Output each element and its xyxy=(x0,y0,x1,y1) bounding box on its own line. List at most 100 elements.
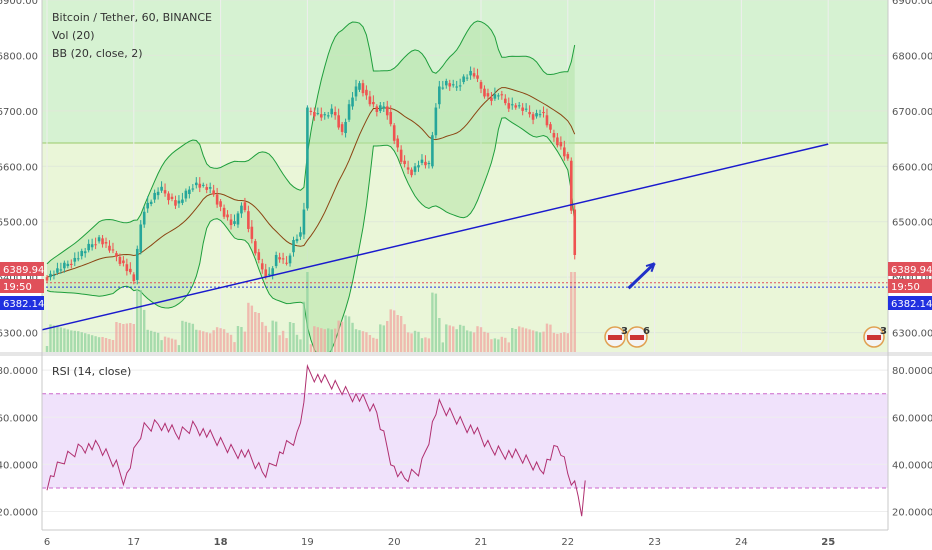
time-tick: 20 xyxy=(388,537,401,548)
volume-bar xyxy=(129,323,132,352)
candle-body xyxy=(49,273,52,278)
volume-bar xyxy=(202,331,205,352)
volume-bar xyxy=(170,338,174,352)
volume-bar xyxy=(372,337,375,352)
trendline-segment xyxy=(41,143,829,331)
price-lines xyxy=(42,282,888,288)
volume-bar xyxy=(122,324,125,352)
candle-body xyxy=(542,111,545,114)
candle-body xyxy=(97,237,101,242)
volume-bar xyxy=(149,330,153,352)
volume-bar xyxy=(191,323,195,352)
volume-bar xyxy=(524,328,528,352)
candle-body xyxy=(139,224,143,253)
candle-body xyxy=(250,226,254,239)
volume-bar xyxy=(143,309,146,352)
volume-bar xyxy=(261,322,264,352)
candle-body xyxy=(375,106,379,112)
volume-bar xyxy=(174,339,177,352)
event-badges[interactable]: 3 6 3 xyxy=(604,326,887,348)
volume-bar xyxy=(340,321,344,352)
volume-bar xyxy=(118,323,122,352)
trendline[interactable] xyxy=(41,143,829,331)
volume-bar xyxy=(486,332,490,352)
candle-body xyxy=(313,111,316,117)
volume-bar xyxy=(549,324,552,352)
rsi-line xyxy=(46,363,586,517)
volume-bar xyxy=(490,339,493,352)
volume-bar xyxy=(90,335,94,352)
candle-body xyxy=(222,207,226,217)
candle-body xyxy=(181,199,184,203)
volume-bar xyxy=(323,329,326,352)
candle-body xyxy=(108,245,111,251)
candle-body xyxy=(87,243,90,251)
volume-bar xyxy=(563,332,566,352)
candle-body xyxy=(56,268,59,273)
rsi-label: RSI (14, close) xyxy=(52,365,131,378)
time-axis[interactable]: 6 17 18 19 20 21 22 23 24 25 xyxy=(44,537,835,548)
volume-bar xyxy=(354,329,358,352)
volume-bar xyxy=(438,318,441,352)
right-price-axis[interactable]: 6300.00 6400.00 6500.00 6600.00 6700.00 6800.… xyxy=(892,0,932,519)
volume-bar xyxy=(361,331,365,352)
left-price-tick: 6800.00 xyxy=(0,51,38,62)
volume-bars xyxy=(45,272,576,352)
flag-stripe xyxy=(867,335,881,340)
volume-bar xyxy=(545,323,549,352)
left-rsi-tick: 40.0000 xyxy=(0,460,38,471)
left-price-tick: 6500.00 xyxy=(0,218,38,229)
volume-bar xyxy=(292,323,295,352)
volume-bar xyxy=(386,321,389,352)
candle-body xyxy=(135,248,139,280)
volume-bar xyxy=(250,305,254,352)
candle-body xyxy=(403,160,406,165)
candle-body xyxy=(438,86,441,105)
candle-body xyxy=(483,88,486,97)
volume-bar xyxy=(389,309,392,352)
candle-body xyxy=(229,219,233,226)
candle-body xyxy=(118,256,122,264)
candle-body xyxy=(309,110,313,112)
candle-body xyxy=(524,108,528,110)
volume-bar xyxy=(233,342,236,352)
price-badge-text: 19:50 xyxy=(3,282,32,293)
candle-body xyxy=(201,184,205,186)
volume-bar xyxy=(535,331,538,352)
candle-body xyxy=(479,82,483,89)
volume-bar xyxy=(431,292,434,352)
candle-body xyxy=(111,249,115,251)
time-tick: 21 xyxy=(475,537,488,548)
volume-bar xyxy=(254,312,257,352)
volume-bar xyxy=(316,327,320,352)
volume-bar xyxy=(139,290,142,352)
candle-body xyxy=(76,258,80,260)
candle-body xyxy=(274,254,278,267)
volume-bar xyxy=(375,338,379,352)
time-tick: 19 xyxy=(301,537,314,548)
candle-body xyxy=(344,121,347,134)
candle-body xyxy=(129,268,132,273)
volume-bar xyxy=(73,330,76,352)
time-tick: 6 xyxy=(44,537,50,548)
candle-body xyxy=(323,114,327,116)
candle-body xyxy=(149,201,153,204)
candle-body xyxy=(333,111,337,116)
left-price-axis[interactable]: 6300.00 6400.00 6500.00 6600.00 6700.00 6800.… xyxy=(0,0,38,519)
candle-body xyxy=(188,189,191,195)
price-badge-bg xyxy=(888,262,932,276)
volume-bar xyxy=(517,326,521,352)
volume-bar xyxy=(188,322,191,352)
candle-body xyxy=(83,251,87,254)
pane-separator[interactable] xyxy=(0,352,932,356)
candle-body xyxy=(444,80,448,86)
candle-body xyxy=(340,124,344,132)
price-badge-bg xyxy=(0,262,44,276)
candle-body xyxy=(545,115,549,126)
forecast-arrow[interactable] xyxy=(627,262,656,290)
arrow-shaft xyxy=(627,262,656,290)
volume-bar xyxy=(455,329,458,352)
candle-body xyxy=(215,194,219,205)
candle-body xyxy=(431,135,434,167)
